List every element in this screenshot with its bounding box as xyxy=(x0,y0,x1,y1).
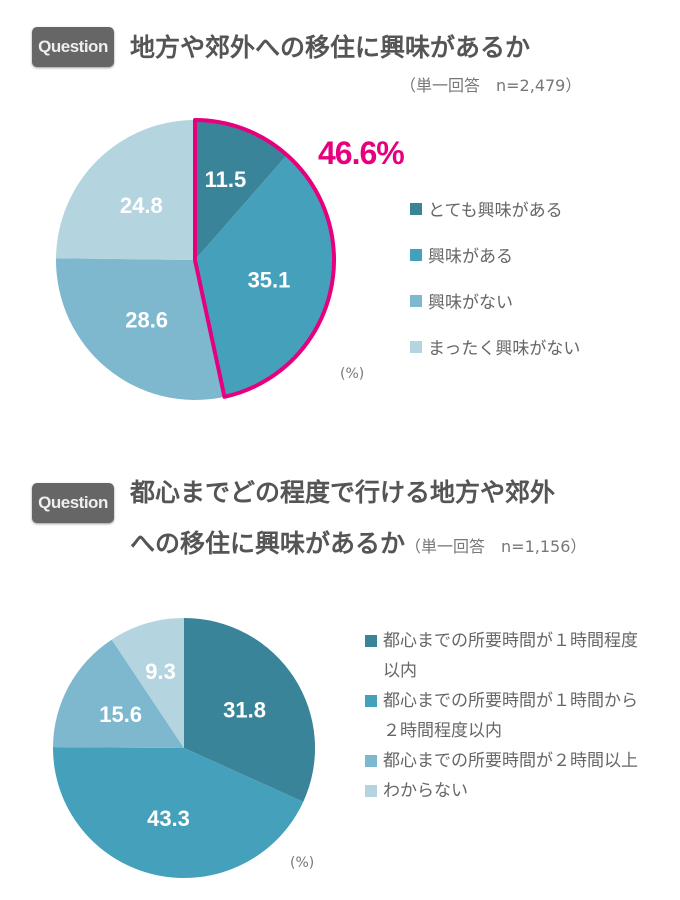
legend-swatch xyxy=(365,785,377,797)
slice-value-label: 35.1 xyxy=(248,267,291,292)
chart-1-note: （単一回答 n=2,479） xyxy=(400,76,582,95)
slice-value-label: 24.8 xyxy=(120,193,163,218)
chart-2-unit: (%) xyxy=(290,855,315,871)
legend-item: まったく興味がない xyxy=(410,334,580,380)
legend-swatch xyxy=(410,341,422,353)
legend-swatch xyxy=(410,295,422,307)
legend-item: とても興味がある xyxy=(410,196,580,242)
chart-1-legend: とても興味がある 興味がある 興味がない まったく興味がない xyxy=(410,196,580,380)
chart-1-unit: (%) xyxy=(340,366,365,382)
legend-item: 興味がある xyxy=(410,242,580,288)
slice-value-label: 43.3 xyxy=(147,806,190,831)
legend-label: 都心までの所要時間が２時間以上 xyxy=(383,751,638,771)
chart-1-title: 地方や郊外への移住に興味があるか xyxy=(130,33,531,62)
pie-slice xyxy=(52,747,304,878)
chart-2-title: への移住に興味があるか（単一回答 n=1,156） xyxy=(130,516,586,575)
legend-item: 都心までの所要時間が１時間程度以内 xyxy=(365,626,655,686)
pie-slice xyxy=(56,120,196,260)
legend-swatch xyxy=(410,249,422,261)
legend-item: 都心までの所要時間が２時間以上 xyxy=(365,746,655,776)
highlight-total-label: 46.6% xyxy=(318,135,405,171)
slice-value-label: 28.6 xyxy=(125,308,168,333)
pie-slice xyxy=(55,258,225,400)
pie-slice xyxy=(195,154,334,397)
legend-swatch xyxy=(365,695,377,707)
question-badge-1: Question xyxy=(32,27,114,67)
legend-label: まったく興味がない xyxy=(428,339,581,359)
legend-label: 興味がある xyxy=(428,247,513,267)
legend-label: わからない xyxy=(383,781,468,801)
slice-value-label: 11.5 xyxy=(205,167,247,192)
pie-slice xyxy=(111,618,184,748)
slice-value-label: 9.3 xyxy=(145,659,176,684)
highlight-outline xyxy=(193,118,336,399)
slice-value-label: 15.6 xyxy=(99,702,142,727)
legend-item: 興味がない xyxy=(410,288,580,334)
question-badge-2: Question xyxy=(32,483,114,523)
chart-2-title-line2: への移住に興味があるか xyxy=(130,529,406,558)
pie-slice xyxy=(195,120,287,260)
chart-2-title-line1: 都心までどの程度で行ける地方や郊外 xyxy=(130,478,556,507)
legend-swatch xyxy=(365,635,377,647)
chart-2-note: （単一回答 n=1,156） xyxy=(405,537,587,556)
legend-label: 興味がない xyxy=(428,293,513,313)
legend-swatch xyxy=(410,203,422,215)
legend-label: とても興味がある xyxy=(428,201,563,221)
legend-swatch xyxy=(365,755,377,767)
legend-label: 都心までの所要時間が１時間から２時間程度以内 xyxy=(383,691,638,741)
chart-2-legend: 都心までの所要時間が１時間程度以内 都心までの所要時間が１時間から２時間程度以内… xyxy=(365,626,655,806)
pie-slice xyxy=(184,618,315,802)
legend-item: 都心までの所要時間が１時間から２時間程度以内 xyxy=(365,686,655,746)
pie-slice xyxy=(53,639,184,748)
legend-label: 都心までの所要時間が１時間程度以内 xyxy=(383,631,638,681)
slice-value-label: 31.8 xyxy=(223,697,266,722)
legend-item: わからない xyxy=(365,776,655,806)
